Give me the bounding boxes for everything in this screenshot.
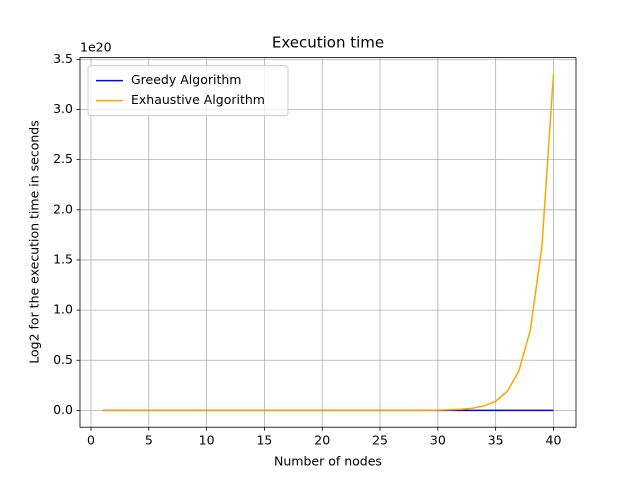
x-tick-label: 30 [430, 433, 446, 448]
x-tick-label: 5 [145, 433, 153, 448]
x-tick-label: 20 [314, 433, 330, 448]
legend-label: Exhaustive Algorithm [131, 92, 265, 107]
legend: Greedy Algorithm Exhaustive Algorithm [87, 65, 289, 117]
y-tick-label: 3.5 [53, 51, 73, 66]
y-tick-label: 1.0 [53, 302, 73, 317]
y-tick-label: 2.5 [53, 151, 73, 166]
axes-frame [79, 57, 577, 428]
y-tick-label: 1.5 [53, 251, 73, 266]
x-tick-label: 40 [546, 433, 562, 448]
y-tick-label: 3.0 [53, 101, 73, 116]
x-tick-label: 25 [372, 433, 388, 448]
y-tick-label: 0.0 [53, 402, 73, 417]
x-tick-label: 35 [488, 433, 504, 448]
y-axis-label: Log2 for the execution time in seconds [27, 120, 42, 363]
legend-label: Greedy Algorithm [131, 72, 241, 87]
x-tick-label: 0 [87, 433, 95, 448]
legend-frame [87, 65, 289, 117]
line-series [102, 74, 555, 412]
x-axis-label: Number of nodes [274, 454, 382, 469]
y-tick-label: 0.5 [53, 352, 73, 367]
chart-title: Execution time [272, 34, 384, 52]
y-offset-text: 1e20 [80, 40, 112, 55]
x-tick-label: 15 [256, 433, 272, 448]
y-tick-label: 2.0 [53, 201, 73, 216]
x-tick-label: 10 [199, 433, 215, 448]
